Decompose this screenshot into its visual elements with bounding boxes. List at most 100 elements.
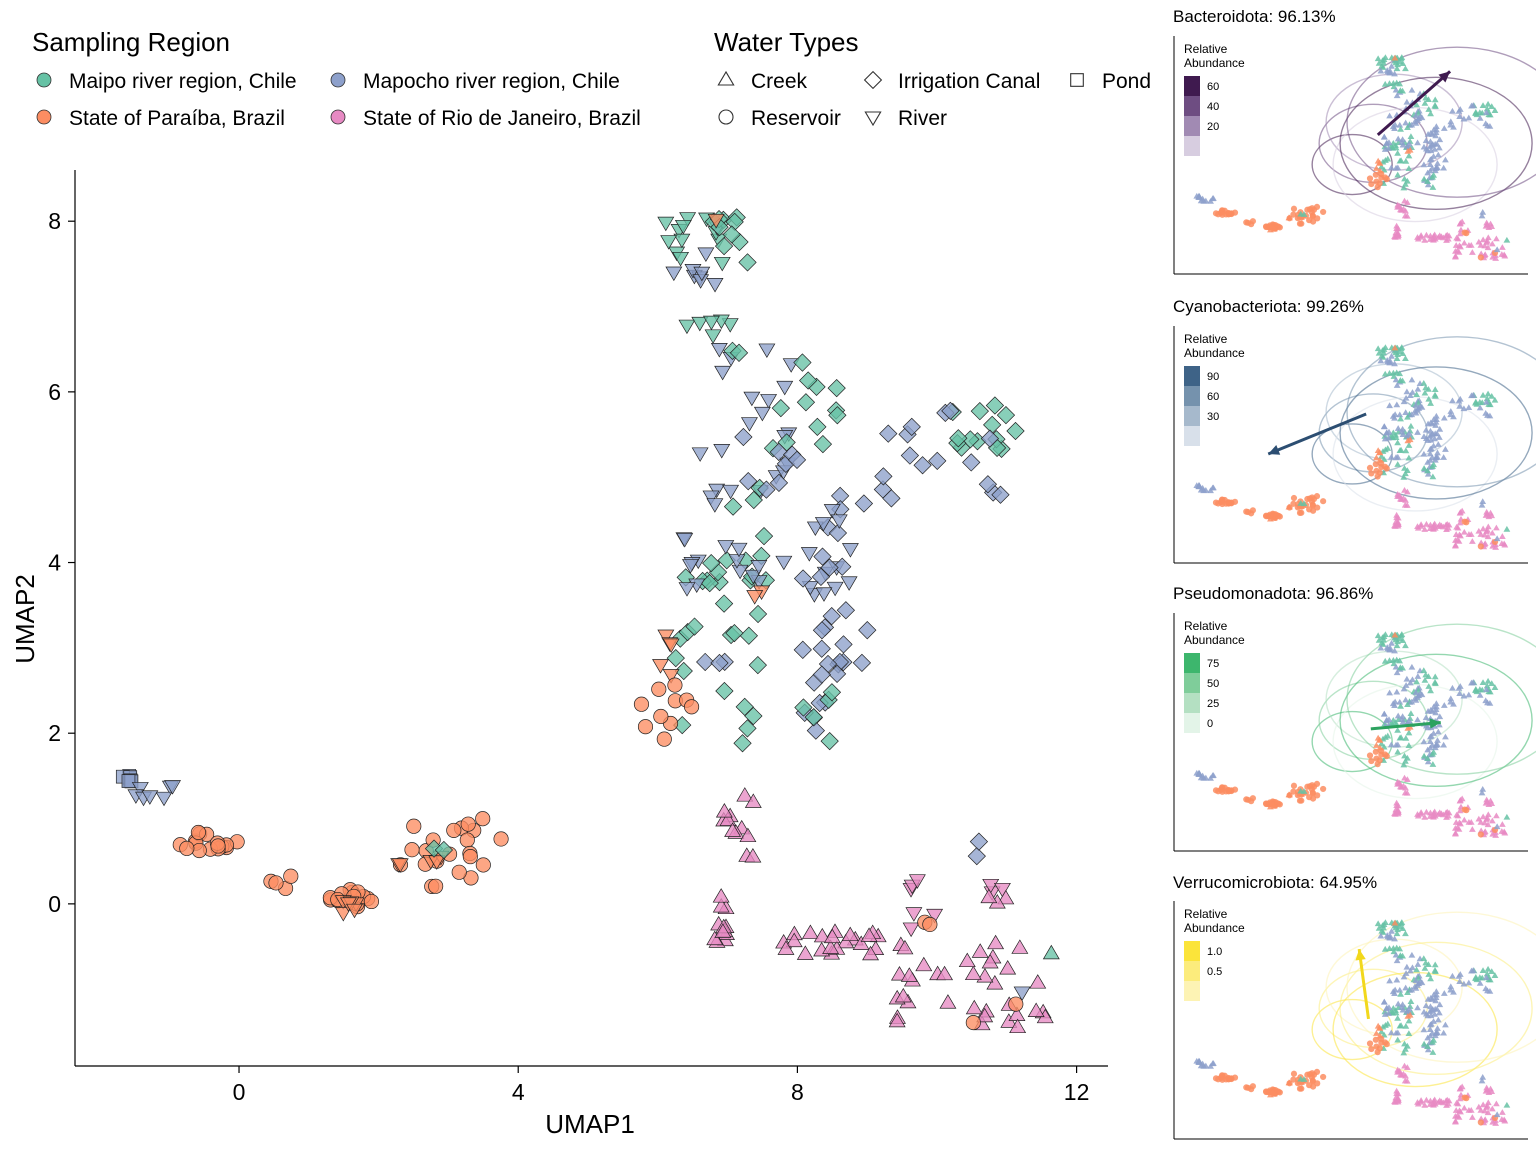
inset-point (1492, 235, 1500, 242)
inset-point (1380, 59, 1387, 66)
inset-point (1405, 729, 1413, 736)
inset-point (1436, 521, 1444, 528)
inset-point (1434, 1016, 1442, 1023)
inset-point (1397, 920, 1405, 927)
data-point (834, 635, 853, 654)
inset-point (1402, 930, 1409, 937)
inset-point (1460, 528, 1468, 535)
inset-point (1218, 207, 1226, 214)
data-point (822, 683, 842, 702)
inset-point (1424, 470, 1432, 477)
inset-point (1384, 732, 1392, 739)
inset-point (1479, 102, 1487, 109)
inset-point (1503, 236, 1511, 243)
inset-point (1218, 784, 1226, 791)
inset-point (1290, 211, 1297, 218)
inset-legend-swatch (1184, 96, 1200, 116)
data-point (712, 888, 730, 903)
inset-point (1426, 1021, 1434, 1028)
data-point (391, 858, 409, 873)
inset-point (1270, 514, 1278, 521)
inset-point (1290, 205, 1298, 212)
data-point (696, 652, 715, 672)
data-point (854, 494, 874, 513)
inset-contour (1332, 971, 1498, 1088)
inset-arrow-head (1438, 71, 1451, 83)
inset-point (1375, 59, 1383, 66)
inset-point (1430, 171, 1438, 178)
data-point (673, 233, 691, 249)
inset-point (1454, 812, 1462, 819)
legend-water-key (717, 70, 735, 86)
legend-water-types: Water Types Creek Irrigation Canal Pond Res… (714, 27, 1151, 130)
data-point (406, 818, 422, 834)
inset-point (1384, 155, 1392, 162)
inset-point (1210, 195, 1217, 201)
inset-point (1394, 461, 1402, 467)
inset-point (1420, 175, 1428, 182)
inset-point (1391, 414, 1398, 421)
data-point (710, 343, 728, 358)
inset-point (1425, 683, 1433, 689)
data-point (1042, 944, 1060, 960)
inset-point (1218, 1072, 1226, 1079)
data-point (1008, 996, 1024, 1012)
inset-point (1479, 391, 1487, 398)
data-point (740, 417, 758, 432)
inset-point (1460, 115, 1468, 122)
data-point (717, 540, 735, 555)
inset-point (1432, 418, 1440, 425)
inset-point (1421, 236, 1429, 243)
data-point (735, 697, 754, 717)
inset-point (1374, 473, 1381, 480)
inset-point (1436, 1001, 1444, 1008)
inset-contour (1346, 623, 1536, 775)
data-point (660, 235, 678, 250)
inset-point (1412, 977, 1420, 984)
inset-point (1493, 823, 1501, 830)
inset-point (1424, 1046, 1432, 1053)
inset-point (1391, 647, 1398, 654)
inset-point (1426, 450, 1434, 457)
inset-point (1391, 935, 1398, 942)
inset-point (1401, 464, 1408, 471)
inset-point (1442, 1097, 1450, 1104)
legend-water-label: Reservoir (751, 107, 841, 130)
inset-point (1465, 114, 1473, 121)
inset-point (1290, 788, 1297, 795)
inset-point (1249, 1083, 1257, 1090)
inset-point (1421, 813, 1429, 820)
inset-point (1422, 714, 1430, 721)
inset-point (1368, 470, 1375, 477)
inset-point (1414, 673, 1422, 679)
data-point (908, 874, 926, 889)
inset-point (1402, 157, 1410, 164)
data-point (363, 894, 379, 909)
inset-point (1423, 520, 1430, 527)
inset-point (1412, 409, 1420, 416)
inset-point (1467, 819, 1475, 825)
inset-point (1430, 1036, 1438, 1043)
data-point (811, 567, 831, 587)
inset-legend-title: Relative (1184, 619, 1228, 633)
inset-point (1400, 685, 1408, 692)
inset-point (1420, 379, 1428, 386)
inset-point (1483, 682, 1491, 689)
inset-point (1413, 391, 1420, 398)
inset-point (1313, 493, 1321, 500)
data-point (744, 793, 762, 808)
inset-point (1456, 230, 1464, 237)
inset-point (1498, 533, 1506, 539)
inset-point (1498, 828, 1506, 834)
data-point (662, 669, 680, 684)
inset-point (1501, 541, 1509, 548)
inset-point (1424, 181, 1432, 188)
inset-point (1486, 412, 1494, 419)
inset-point (1393, 930, 1401, 937)
inset-point (1432, 997, 1440, 1004)
inset-point (1392, 951, 1400, 958)
inset-point (1449, 397, 1456, 404)
data-point (882, 489, 901, 508)
legend-water-key (1070, 73, 1084, 87)
data-point (913, 456, 932, 475)
